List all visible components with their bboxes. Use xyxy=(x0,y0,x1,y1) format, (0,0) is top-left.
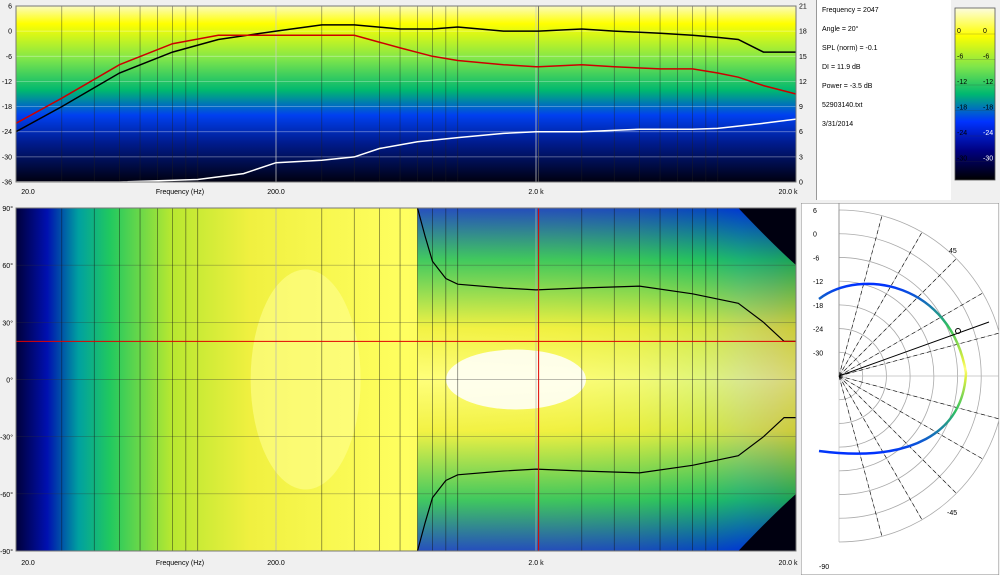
y-left-tick-label: -30 xyxy=(2,154,12,161)
info-panel xyxy=(816,0,952,200)
y-left-tick-label: -36 xyxy=(2,180,12,187)
di-readout: DI = 11.9 dB xyxy=(822,64,861,71)
y-right-tick-label: 9 xyxy=(799,104,803,111)
heat-x-tick-label: 2.0 k xyxy=(528,560,544,567)
heat-hotspot xyxy=(446,349,586,410)
colorbar-tick-label-right: -24 xyxy=(983,130,993,137)
colorbar-tick-label-right: -6 xyxy=(983,54,989,61)
heat-plot-border xyxy=(15,207,797,552)
y-right-tick-label: 6 xyxy=(799,129,803,136)
response-chart: 6 0 -6 -12 -18 -24 -30 -36 21 18 15 12 9 6 3 0 20.0 200.0… xyxy=(0,0,816,200)
heat-x-axis-label: Frequency (Hz) xyxy=(156,560,204,567)
polar-r-tick-label: 6 xyxy=(813,208,817,215)
y-right-tick-label: 21 xyxy=(799,4,807,11)
colorbar-tick-label: -12 xyxy=(957,79,967,86)
polar-spoke xyxy=(838,232,923,377)
polar-angle-label-45: 45 xyxy=(949,248,957,255)
spl-readout: SPL (norm) = -0.1 xyxy=(822,45,878,52)
heat-y-tick-label: -90° xyxy=(0,548,13,556)
polar-spoke xyxy=(838,258,957,377)
polar-spoke xyxy=(838,375,883,537)
x-tick-label: 200.0 xyxy=(267,189,285,196)
polar-r-tick-label: -6 xyxy=(813,255,819,262)
polar-angle-label-minus90: -90 xyxy=(819,564,829,571)
polar-spoke xyxy=(838,375,957,494)
y-left-tick-label: 0 xyxy=(8,29,12,36)
polar-spoke xyxy=(838,332,999,377)
date-readout: 3/31/2014 xyxy=(822,121,854,128)
colorbar-tick-label: -6 xyxy=(957,54,963,61)
info-readout: Frequency = 2047 Angle = 20° SPL (norm) … xyxy=(822,6,947,139)
polar-cursor-marker xyxy=(955,328,961,334)
colorbar-tick-label-right: -12 xyxy=(983,79,993,86)
polar-r-tick-label: -24 xyxy=(813,327,823,334)
polar-plot: 6 0 -6 -12 -18 -24 -30 45 -45 -90 xyxy=(801,203,999,575)
polar-spoke xyxy=(838,215,883,377)
colorbar-tick-label: -18 xyxy=(957,105,967,112)
heat-y-tick-label: 0° xyxy=(6,377,13,385)
y-right-tick-label: 15 xyxy=(799,54,807,61)
heat-y-tick-label: 30° xyxy=(2,319,13,327)
y-left-tick-label: -6 xyxy=(6,54,12,61)
heat-corner-bottom xyxy=(738,493,796,551)
contour-lower xyxy=(416,417,796,552)
polar-cursor-line xyxy=(838,321,990,377)
polar-r-tick-label: 0 xyxy=(813,232,817,239)
y-left-tick-label: -18 xyxy=(2,104,12,111)
polar-spoke xyxy=(838,375,923,520)
x-tick-label: 20.0 xyxy=(21,189,35,196)
series-line-2 xyxy=(16,118,797,183)
polar-angle-label-minus45: -45 xyxy=(947,510,957,517)
y-left-tick-label: -12 xyxy=(2,79,12,86)
angle-readout: Angle = 20° xyxy=(822,26,859,33)
series-line-1 xyxy=(15,34,797,124)
series-line-0 xyxy=(15,24,796,133)
polar-r-tick-label: -30 xyxy=(813,350,823,357)
contour-upper xyxy=(416,207,796,342)
heat-x-tick-label: 200.0 xyxy=(267,560,285,567)
x-axis-label: Frequency (Hz) xyxy=(156,189,204,196)
y-left-tick-label: -24 xyxy=(2,129,12,136)
heat-x-tick-label: 20.0 k xyxy=(778,560,798,567)
polar-ring xyxy=(838,209,999,543)
colorbar: 0 0 -6 -6 -12 -12 -18 -18 -24 -24 -30 -30 xyxy=(951,0,1000,200)
y-right-tick-label: 18 xyxy=(799,29,807,36)
polar-r-tick-label: -18 xyxy=(813,303,823,310)
colorbar-tick-label: 0 xyxy=(957,28,961,35)
x-tick-label: 2.0 k xyxy=(528,189,544,196)
polar-spoke xyxy=(838,375,983,460)
heat-y-tick-label: -60° xyxy=(0,491,13,499)
y-right-tick-label: 0 xyxy=(799,180,803,187)
heat-y-tick-label: -30° xyxy=(0,434,13,442)
colorbar-gradient xyxy=(954,7,996,181)
top-plot-border xyxy=(15,5,797,183)
colorbar-tick-label-right: -18 xyxy=(983,105,993,112)
heat-corner-top xyxy=(738,208,796,266)
colorbar-tick-label-right: -30 xyxy=(983,156,993,163)
y-right-tick-label: 3 xyxy=(799,154,803,161)
heat-x-tick-label: 20.0 xyxy=(21,560,35,567)
polar-response-curve xyxy=(818,282,968,455)
polar-background xyxy=(801,203,999,575)
heat-y-tick-label: 60° xyxy=(2,262,13,270)
frequency-readout: Frequency = 2047 xyxy=(822,7,879,14)
top-plot-area xyxy=(16,6,796,182)
polar-r-tick-label: -12 xyxy=(813,279,823,286)
colorbar-tick-label: -30 xyxy=(957,156,967,163)
polar-spoke xyxy=(838,375,999,420)
heat-lowmid-lobe xyxy=(250,269,361,490)
colorbar-tick-label-right: 0 xyxy=(983,28,987,35)
power-readout: Power = -3.5 dB xyxy=(822,83,873,90)
heat-y-tick-label: 90° xyxy=(2,205,13,213)
y-right-tick-label: 12 xyxy=(799,79,807,86)
x-tick-label: 20.0 k xyxy=(778,189,798,196)
colorbar-tick-label: -24 xyxy=(957,130,967,137)
polar-grid xyxy=(838,209,999,543)
filename-readout: 52903140.txt xyxy=(822,102,863,109)
polar-spoke xyxy=(838,292,983,377)
polar-map-chart: 90° 60° 30° 0° -30° -60° -90° 20.0 200.0 2.0 k 20.… xyxy=(0,203,800,575)
heat-overlay-group xyxy=(250,208,796,551)
y-left-tick-label: 6 xyxy=(8,4,12,11)
